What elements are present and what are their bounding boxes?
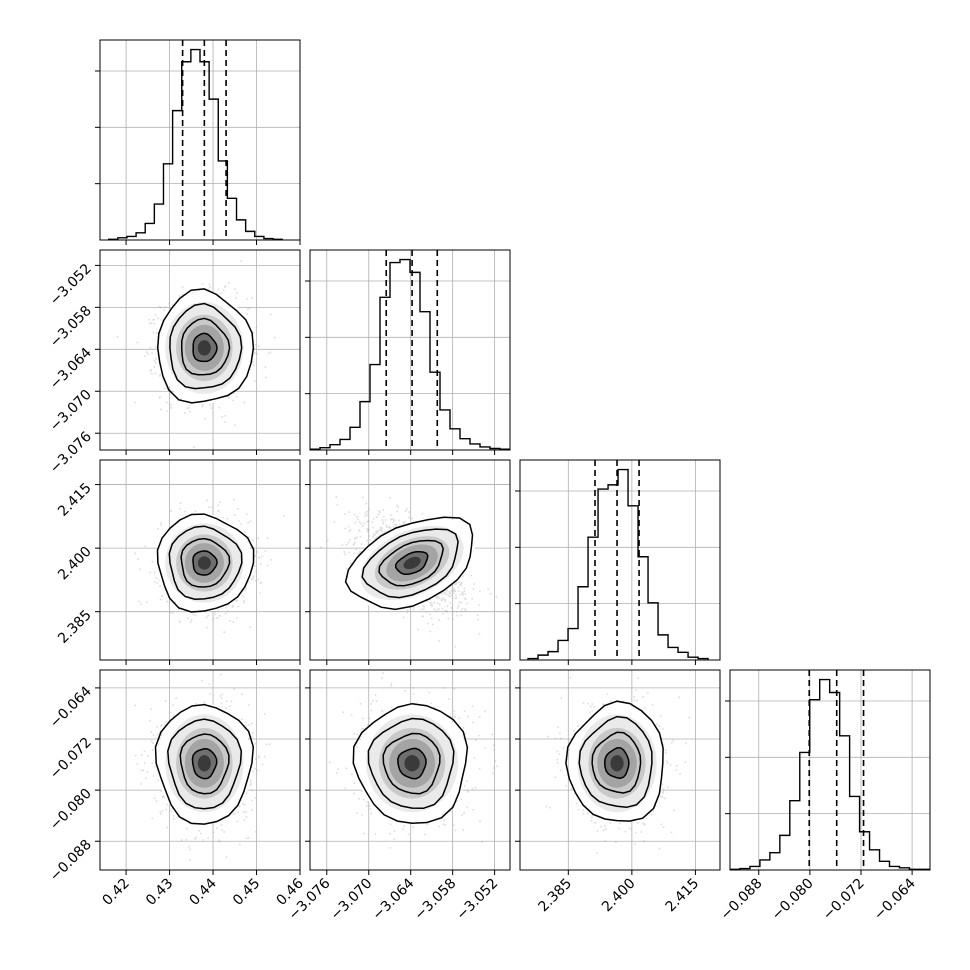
- x-tick-label: 0.45: [230, 876, 263, 909]
- x-tick-label: −0.064: [871, 875, 919, 923]
- scatter-panel-1-0: −3.076−3.070−3.064−3.058−3.052: [47, 249, 301, 477]
- panel-frame: [519, 459, 721, 661]
- contour-line: [191, 748, 218, 780]
- contour-line: [168, 525, 243, 600]
- y-tick-label: −0.072: [47, 735, 95, 783]
- contour-line: [394, 550, 429, 575]
- scatter-panel-3-0: 0.42 0.43 0.44 0.45 0.46−0.088−0.080−0.072−0…: [47, 669, 307, 909]
- contour-line: [603, 747, 630, 780]
- scatter-panel-2-1: [305, 459, 511, 665]
- contour-line: [591, 731, 642, 794]
- y-tick-label: −3.058: [47, 303, 95, 351]
- scatter-panel-2-0: 2.385 2.400 2.415: [55, 459, 301, 665]
- x-tick-label: −3.064: [370, 875, 418, 923]
- density-fill: [610, 755, 624, 772]
- contour-line: [154, 703, 255, 825]
- y-tick-label: 2.400: [55, 544, 95, 584]
- x-tick-label: 2.415: [663, 876, 703, 916]
- y-tick-label: −3.076: [47, 429, 95, 477]
- histogram-panel-3: −0.088 −0.080 −0.072 −0.064: [718, 669, 931, 924]
- scatter-points: [134, 498, 285, 633]
- density-fill: [197, 340, 211, 356]
- contour-line: [179, 733, 230, 795]
- scatter-points: [328, 672, 498, 849]
- histogram-step: [527, 468, 709, 660]
- panel-frame: [99, 669, 301, 871]
- histogram-step: [310, 258, 510, 450]
- y-tick-label: −3.064: [47, 345, 95, 393]
- y-tick-label: −0.088: [47, 837, 95, 885]
- contour-line: [378, 539, 444, 587]
- x-tick-label: 0.43: [143, 876, 176, 909]
- panel-frame: [729, 669, 931, 871]
- contour-line: [192, 550, 218, 576]
- x-tick-label: −0.088: [718, 876, 766, 924]
- panel-frame: [309, 669, 511, 871]
- contour-line: [344, 516, 474, 611]
- contour-line: [180, 537, 231, 588]
- x-tick-label: −0.080: [769, 876, 817, 924]
- contour-line: [382, 732, 441, 795]
- histogram-step: [107, 48, 283, 240]
- panel-frame: [519, 669, 721, 871]
- panel-frame: [309, 249, 511, 451]
- panel-frame: [309, 459, 511, 661]
- scatter-panel-3-1: −3.076−3.070−3.064−3.058−3.052: [286, 669, 511, 924]
- contour-line: [192, 332, 218, 363]
- density-fill: [197, 755, 211, 772]
- x-tick-label: 2.400: [599, 876, 639, 916]
- density-fill: [404, 755, 420, 772]
- contour-line: [565, 700, 664, 822]
- scatter-panel-3-2: 2.385 2.400 2.415: [515, 669, 721, 916]
- y-tick-label: 2.385: [55, 607, 95, 647]
- contour-line: [578, 715, 653, 809]
- contour-line: [169, 302, 243, 390]
- contour-line: [397, 747, 427, 780]
- x-tick-label: 2.385: [535, 876, 575, 916]
- y-tick-label: −0.080: [47, 786, 95, 834]
- x-tick-label: 0.42: [100, 876, 133, 909]
- histogram-panel-2: [515, 459, 721, 665]
- contour-line: [167, 718, 243, 810]
- y-tick-label: −0.064: [47, 683, 95, 731]
- contour-line: [156, 288, 255, 404]
- contour-line: [180, 317, 231, 376]
- panel-frame: [99, 39, 301, 241]
- contour-line: [352, 702, 469, 824]
- x-tick-label: 0.44: [187, 875, 220, 908]
- x-tick-label: −3.058: [412, 876, 460, 924]
- x-tick-label: −0.072: [820, 876, 868, 924]
- histogram-panel-0: [95, 39, 301, 245]
- y-tick-label: 2.415: [55, 480, 95, 520]
- y-tick-label: −3.070: [47, 387, 95, 435]
- contour-line: [367, 717, 455, 810]
- histogram-panel-1: [305, 249, 511, 455]
- y-tick-label: −3.052: [47, 261, 95, 309]
- density-fill: [197, 556, 211, 570]
- panel-frame: [99, 249, 301, 451]
- x-tick-label: −3.070: [328, 876, 376, 924]
- x-tick-label: −3.052: [453, 876, 501, 924]
- contour-line: [361, 528, 459, 599]
- density-fill: [403, 556, 421, 570]
- contour-line: [156, 513, 255, 613]
- panel-frame: [99, 459, 301, 661]
- histogram-step: [730, 678, 930, 870]
